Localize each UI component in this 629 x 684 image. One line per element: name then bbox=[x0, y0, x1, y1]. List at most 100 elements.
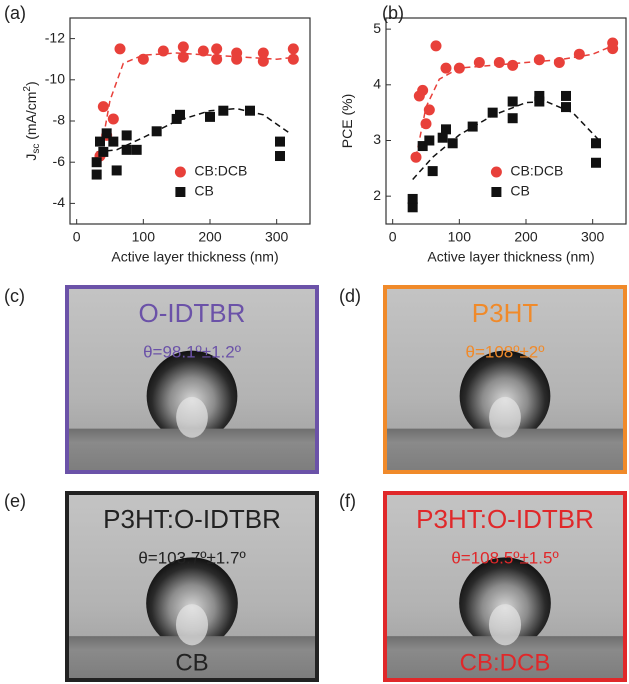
marker bbox=[177, 51, 189, 63]
y-tick-label: 4 bbox=[373, 76, 381, 92]
photo-border bbox=[383, 285, 627, 474]
droplet-highlight bbox=[488, 604, 522, 646]
marker bbox=[561, 90, 571, 101]
y-axis-label-part: 2 bbox=[22, 86, 33, 92]
photo-title: P3HT bbox=[472, 298, 539, 328]
panel-label: (f) bbox=[339, 491, 356, 511]
photo-border bbox=[65, 285, 319, 474]
x-axis-label: Active layer thickness (nm) bbox=[111, 249, 278, 265]
marker bbox=[430, 40, 442, 52]
marker bbox=[423, 104, 435, 116]
x-tick-label: 0 bbox=[389, 229, 397, 245]
marker bbox=[151, 126, 162, 137]
panel-label: (d) bbox=[339, 286, 361, 306]
marker bbox=[108, 136, 119, 147]
legend-label: CB:DCB bbox=[510, 163, 563, 179]
marker bbox=[407, 202, 418, 213]
marker bbox=[437, 132, 448, 143]
marker bbox=[275, 136, 285, 147]
marker bbox=[101, 128, 112, 139]
contact-angle: θ=103.7º±1.7º bbox=[138, 548, 245, 567]
marker bbox=[417, 141, 428, 152]
marker bbox=[573, 48, 585, 60]
marker bbox=[287, 43, 299, 55]
marker bbox=[424, 135, 435, 146]
y-axis-label-part: (mA/cm bbox=[23, 92, 39, 144]
legend-label: CB bbox=[194, 183, 213, 199]
x-tick-label: 0 bbox=[73, 229, 81, 245]
y-tick-label: -6 bbox=[53, 153, 66, 169]
droplet bbox=[146, 350, 238, 442]
marker bbox=[218, 105, 229, 116]
marker bbox=[121, 130, 132, 141]
marker bbox=[441, 124, 451, 135]
marker bbox=[453, 62, 465, 74]
marker bbox=[507, 59, 519, 71]
marker bbox=[591, 138, 601, 149]
marker bbox=[447, 138, 458, 149]
marker bbox=[417, 84, 429, 96]
fit-line bbox=[415, 45, 613, 158]
legend-marker bbox=[175, 187, 186, 197]
x-tick-label: 100 bbox=[132, 229, 156, 245]
marker bbox=[407, 193, 418, 204]
y-tick-label: 5 bbox=[373, 20, 381, 36]
legend-marker bbox=[490, 166, 502, 178]
marker bbox=[467, 121, 478, 132]
marker bbox=[95, 136, 105, 147]
photo-border bbox=[383, 491, 627, 682]
marker bbox=[211, 53, 223, 65]
y-tick-label: 3 bbox=[373, 131, 381, 147]
marker bbox=[245, 105, 255, 116]
marker bbox=[440, 62, 452, 74]
marker bbox=[607, 37, 619, 49]
marker bbox=[137, 53, 149, 65]
marker bbox=[211, 43, 223, 55]
panel-label: (b) bbox=[382, 3, 404, 23]
marker bbox=[534, 96, 545, 107]
marker bbox=[561, 102, 571, 113]
droplet bbox=[146, 557, 238, 649]
marker bbox=[553, 57, 565, 69]
legend-label: CB:DCB bbox=[194, 163, 247, 179]
marker bbox=[111, 165, 122, 176]
marker bbox=[97, 101, 109, 113]
marker bbox=[257, 55, 269, 67]
marker bbox=[275, 151, 285, 162]
marker bbox=[534, 90, 545, 101]
contact-angle: θ=108.5º±1.5º bbox=[451, 548, 558, 567]
marker bbox=[427, 166, 438, 177]
marker bbox=[507, 96, 518, 107]
y-axis-label-part: PCE (%) bbox=[339, 94, 355, 148]
photo-title: O-IDTBR bbox=[139, 298, 246, 328]
solvent-label: CB bbox=[175, 649, 208, 676]
legend-label: CB bbox=[510, 183, 529, 199]
droplet-highlight bbox=[489, 396, 521, 438]
marker bbox=[533, 54, 545, 66]
droplet bbox=[459, 350, 551, 442]
y-tick-label: -12 bbox=[45, 29, 65, 45]
marker bbox=[493, 57, 505, 69]
droplet-highlight bbox=[176, 396, 208, 438]
marker bbox=[98, 146, 109, 157]
marker bbox=[257, 47, 269, 59]
marker bbox=[107, 113, 119, 125]
marker bbox=[487, 107, 498, 118]
y-axis-label: Jsc (mA/cm2) bbox=[22, 81, 42, 160]
marker bbox=[205, 111, 215, 122]
panel-label: (e) bbox=[4, 491, 26, 511]
marker bbox=[131, 144, 142, 155]
marker bbox=[287, 53, 299, 65]
x-tick-label: 300 bbox=[581, 229, 605, 245]
x-tick-label: 200 bbox=[514, 229, 538, 245]
marker bbox=[507, 113, 518, 124]
x-tick-label: 200 bbox=[198, 229, 222, 245]
solvent-label: CB:DCB bbox=[460, 649, 551, 676]
marker bbox=[420, 118, 432, 130]
marker bbox=[175, 109, 185, 120]
marker bbox=[410, 151, 422, 163]
panel-label: (a) bbox=[4, 3, 26, 23]
y-axis-label-part: ) bbox=[23, 81, 39, 86]
fit-line bbox=[99, 52, 297, 157]
